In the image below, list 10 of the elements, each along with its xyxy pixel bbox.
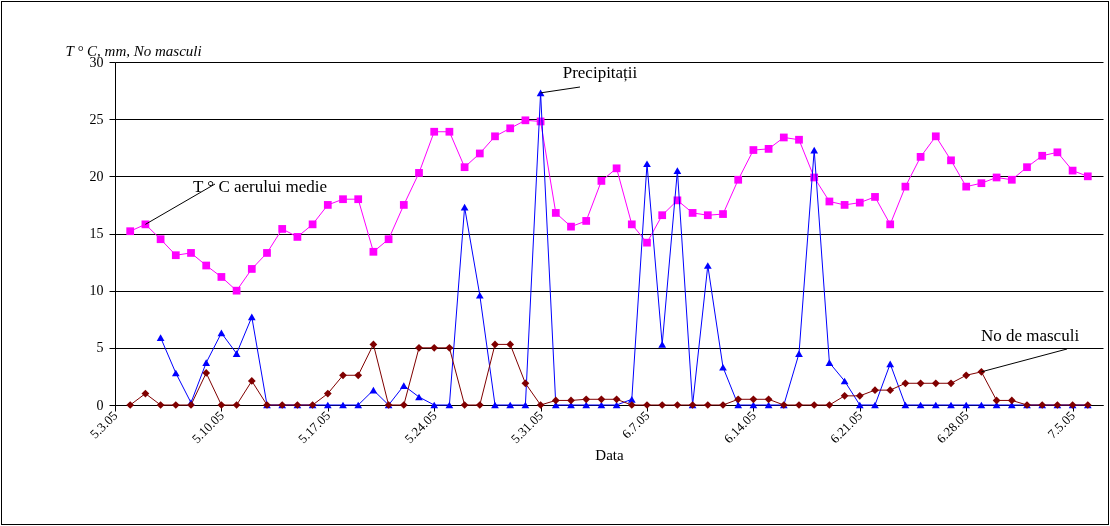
y-tick-label: 20: [89, 168, 104, 184]
series-label: No de masculi: [980, 326, 1080, 345]
y-tick-label: 0: [96, 397, 104, 413]
y-tick-label: 15: [89, 226, 104, 241]
y-tick-label: 10: [89, 283, 104, 299]
y-tick-label: 5: [96, 340, 104, 356]
series-label: Precipitații: [562, 63, 638, 82]
x-axis-title: Data: [595, 447, 624, 464]
y-tick-label: 25: [89, 111, 104, 127]
series-label: T ° C aerului medie: [193, 177, 327, 196]
